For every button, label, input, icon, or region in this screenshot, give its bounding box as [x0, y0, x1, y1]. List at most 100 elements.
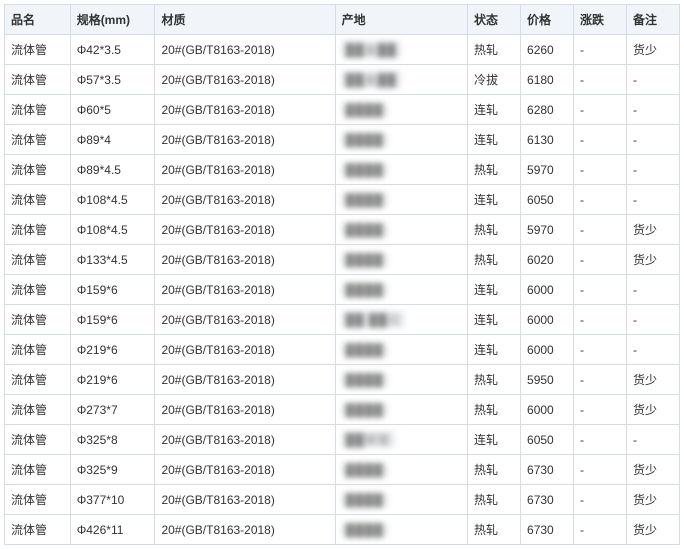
cell-status: 热轧	[468, 215, 521, 245]
cell-note: -	[626, 155, 679, 185]
cell-mat: 20#(GB/T8163-2018)	[155, 395, 335, 425]
cell-chg: -	[573, 455, 626, 485]
table-row: 流体管Φ159*620#(GB/T8163-2018)████连轧6000--	[5, 275, 680, 305]
cell-chg: -	[573, 485, 626, 515]
redacted-origin: ████	[342, 343, 388, 357]
col-spec: 规格(mm)	[70, 5, 155, 35]
cell-name: 流体管	[5, 95, 71, 125]
cell-status: 连轧	[468, 95, 521, 125]
table-row: 流体管Φ57*3.520#(GB/T8163-2018)██金██冷拔6180-…	[5, 65, 680, 95]
redacted-origin: ████	[342, 283, 388, 297]
cell-price: 5970	[521, 215, 574, 245]
cell-spec: Φ60*5	[70, 95, 155, 125]
cell-status: 连轧	[468, 305, 521, 335]
table-row: 流体管Φ159*620#(GB/T8163-2018)██ ██日连轧6000-…	[5, 305, 680, 335]
cell-mat: 20#(GB/T8163-2018)	[155, 515, 335, 545]
redacted-origin: ████	[342, 493, 388, 507]
redacted-origin: ████	[342, 133, 388, 147]
cell-chg: -	[573, 215, 626, 245]
cell-name: 流体管	[5, 305, 71, 335]
cell-price: 6730	[521, 455, 574, 485]
table-row: 流体管Φ89*4.520#(GB/T8163-2018)████热轧5970--	[5, 155, 680, 185]
cell-name: 流体管	[5, 275, 71, 305]
cell-mat: 20#(GB/T8163-2018)	[155, 95, 335, 125]
cell-mat: 20#(GB/T8163-2018)	[155, 305, 335, 335]
cell-note: -	[626, 425, 679, 455]
cell-note: 货少	[626, 395, 679, 425]
cell-origin: ████	[335, 245, 467, 275]
cell-name: 流体管	[5, 155, 71, 185]
cell-mat: 20#(GB/T8163-2018)	[155, 125, 335, 155]
redacted-origin: ████	[342, 403, 388, 417]
redacted-origin: ██金██	[342, 71, 401, 88]
cell-chg: -	[573, 35, 626, 65]
cell-mat: 20#(GB/T8163-2018)	[155, 425, 335, 455]
col-name: 品名	[5, 5, 71, 35]
col-chg: 涨跌	[573, 5, 626, 35]
cell-status: 热轧	[468, 515, 521, 545]
cell-mat: 20#(GB/T8163-2018)	[155, 455, 335, 485]
col-status: 状态	[468, 5, 521, 35]
cell-price: 6730	[521, 485, 574, 515]
cell-spec: Φ159*6	[70, 275, 155, 305]
cell-status: 连轧	[468, 275, 521, 305]
cell-note: -	[626, 185, 679, 215]
cell-origin: ████	[335, 335, 467, 365]
cell-chg: -	[573, 425, 626, 455]
cell-origin: ████	[335, 155, 467, 185]
redacted-origin: ████	[342, 223, 388, 237]
cell-mat: 20#(GB/T8163-2018)	[155, 215, 335, 245]
cell-note: -	[626, 335, 679, 365]
redacted-origin: ██金██	[342, 41, 401, 58]
cell-mat: 20#(GB/T8163-2018)	[155, 365, 335, 395]
cell-mat: 20#(GB/T8163-2018)	[155, 245, 335, 275]
cell-price: 6000	[521, 335, 574, 365]
cell-note: 货少	[626, 455, 679, 485]
redacted-origin: ██ ██日	[342, 311, 405, 328]
cell-price: 5970	[521, 155, 574, 185]
cell-price: 6260	[521, 35, 574, 65]
cell-status: 热轧	[468, 155, 521, 185]
redacted-origin: ████	[342, 373, 388, 387]
cell-origin: ████	[335, 455, 467, 485]
col-note: 备注	[626, 5, 679, 35]
cell-note: 货少	[626, 215, 679, 245]
cell-spec: Φ42*3.5	[70, 35, 155, 65]
cell-name: 流体管	[5, 335, 71, 365]
redacted-origin: ████	[342, 103, 388, 117]
cell-chg: -	[573, 275, 626, 305]
cell-origin: ████	[335, 185, 467, 215]
cell-note: -	[626, 275, 679, 305]
cell-status: 冷拔	[468, 65, 521, 95]
cell-chg: -	[573, 155, 626, 185]
cell-chg: -	[573, 365, 626, 395]
cell-chg: -	[573, 305, 626, 335]
cell-chg: -	[573, 65, 626, 95]
cell-name: 流体管	[5, 185, 71, 215]
cell-mat: 20#(GB/T8163-2018)	[155, 35, 335, 65]
cell-name: 流体管	[5, 395, 71, 425]
cell-chg: -	[573, 515, 626, 545]
cell-spec: Φ219*6	[70, 335, 155, 365]
table-row: 流体管Φ108*4.520#(GB/T8163-2018)████连轧6050-…	[5, 185, 680, 215]
header-row: 品名 规格(mm) 材质 产地 状态 价格 涨跌 备注	[5, 5, 680, 35]
cell-origin: ████	[335, 275, 467, 305]
col-price: 价格	[521, 5, 574, 35]
cell-spec: Φ377*10	[70, 485, 155, 515]
table-row: 流体管Φ426*1120#(GB/T8163-2018)████热轧6730-货…	[5, 515, 680, 545]
cell-mat: 20#(GB/T8163-2018)	[155, 485, 335, 515]
cell-mat: 20#(GB/T8163-2018)	[155, 155, 335, 185]
cell-mat: 20#(GB/T8163-2018)	[155, 275, 335, 305]
cell-status: 连轧	[468, 185, 521, 215]
cell-status: 连轧	[468, 125, 521, 155]
cell-spec: Φ89*4	[70, 125, 155, 155]
table-row: 流体管Φ89*420#(GB/T8163-2018)████连轧6130--	[5, 125, 680, 155]
redacted-origin: ████	[342, 253, 388, 267]
cell-price: 6730	[521, 515, 574, 545]
cell-price: 6180	[521, 65, 574, 95]
cell-status: 热轧	[468, 485, 521, 515]
cell-status: 热轧	[468, 455, 521, 485]
price-table: 品名 规格(mm) 材质 产地 状态 价格 涨跌 备注 流体管Φ42*3.520…	[4, 4, 680, 545]
cell-name: 流体管	[5, 365, 71, 395]
cell-origin: ████	[335, 125, 467, 155]
